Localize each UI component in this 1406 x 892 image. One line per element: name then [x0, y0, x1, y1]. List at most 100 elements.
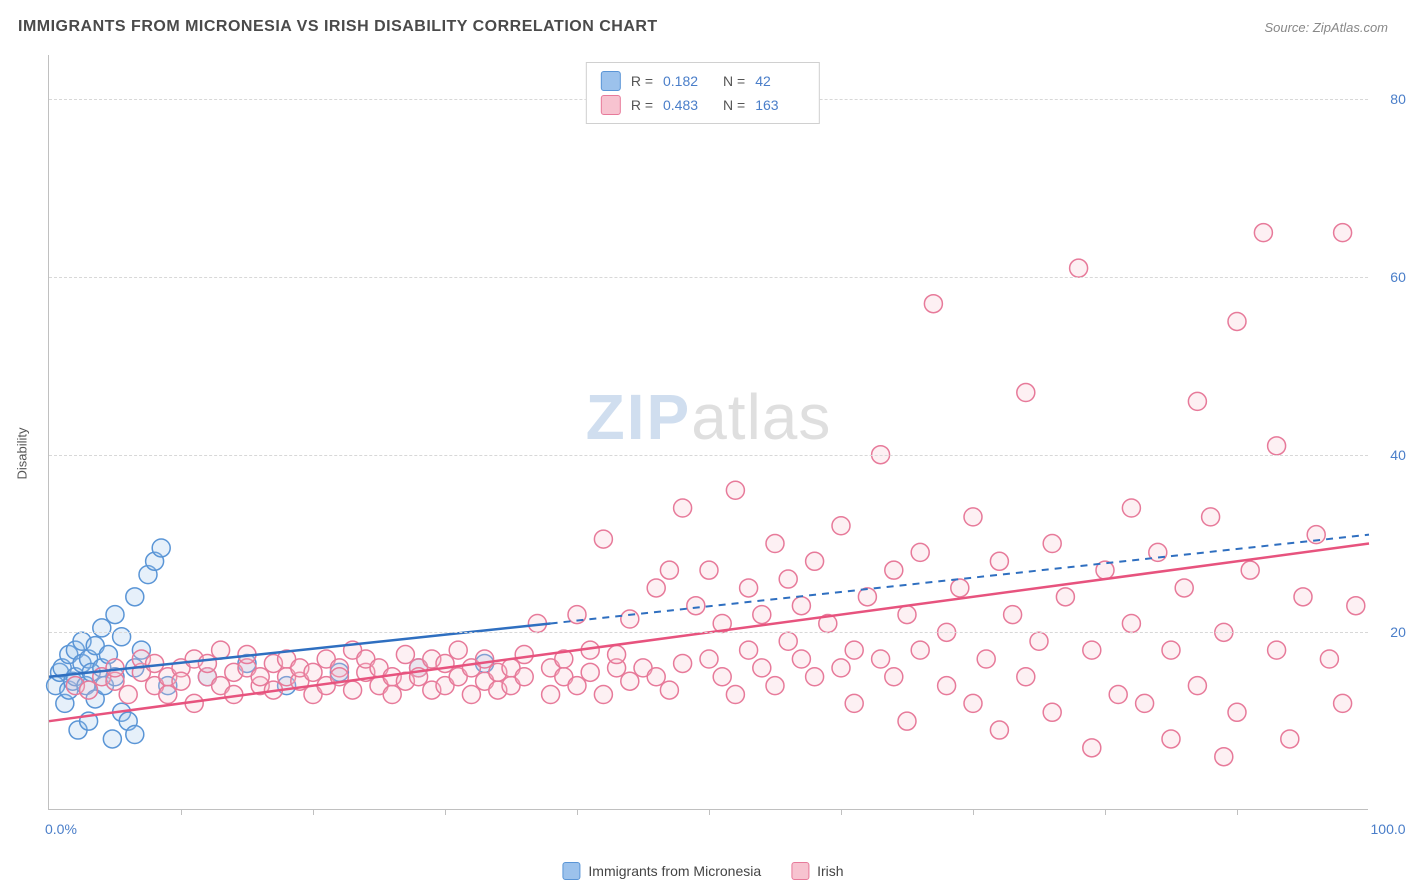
scatter-point	[700, 561, 718, 579]
scatter-point	[713, 668, 731, 686]
stats-row: R = 0.182 N = 42	[601, 69, 805, 93]
scatter-point	[106, 606, 124, 624]
scatter-point	[515, 668, 533, 686]
x-axis-max-label: 100.0%	[1371, 821, 1406, 837]
scatter-point	[1043, 703, 1061, 721]
scatter-point	[1228, 312, 1246, 330]
n-label: N =	[723, 73, 745, 89]
scatter-point	[964, 694, 982, 712]
scatter-point	[476, 650, 494, 668]
scatter-point	[806, 668, 824, 686]
scatter-point	[568, 677, 586, 695]
legend-label: Irish	[817, 863, 843, 879]
r-value: 0.483	[663, 97, 713, 113]
scatter-point	[1188, 677, 1206, 695]
y-tick-label: 40.0%	[1390, 447, 1406, 463]
chart-title: IMMIGRANTS FROM MICRONESIA VS IRISH DISA…	[18, 18, 658, 36]
scatter-point	[152, 539, 170, 557]
scatter-point	[581, 663, 599, 681]
scatter-point	[103, 730, 121, 748]
scatter-point	[964, 508, 982, 526]
scatter-point	[898, 712, 916, 730]
scatter-point	[113, 628, 131, 646]
scatter-point	[396, 646, 414, 664]
scatter-point	[1017, 384, 1035, 402]
scatter-point	[674, 499, 692, 517]
scatter-point	[515, 646, 533, 664]
scatter-point	[885, 668, 903, 686]
r-value: 0.182	[663, 73, 713, 89]
scatter-point	[1083, 739, 1101, 757]
scatter-point	[647, 668, 665, 686]
scatter-point	[462, 686, 480, 704]
chart-svg	[49, 55, 1368, 809]
scatter-point	[1334, 224, 1352, 242]
scatter-point	[594, 530, 612, 548]
scatter-point	[621, 610, 639, 628]
scatter-point	[792, 597, 810, 615]
scatter-point	[1268, 437, 1286, 455]
n-value: 163	[755, 97, 805, 113]
scatter-point	[1122, 614, 1140, 632]
x-tick	[1237, 809, 1238, 815]
scatter-point	[251, 668, 269, 686]
scatter-point	[1254, 224, 1272, 242]
scatter-point	[779, 632, 797, 650]
scatter-point	[1268, 641, 1286, 659]
scatter-point	[726, 481, 744, 499]
scatter-point	[687, 597, 705, 615]
scatter-point	[1043, 535, 1061, 553]
scatter-point	[1162, 730, 1180, 748]
scatter-point	[1083, 641, 1101, 659]
scatter-point	[172, 672, 190, 690]
n-value: 42	[755, 73, 805, 89]
scatter-point	[198, 654, 216, 672]
scatter-point	[951, 579, 969, 597]
x-tick	[841, 809, 842, 815]
scatter-point	[832, 659, 850, 677]
series-swatch	[601, 71, 621, 91]
scatter-point	[1320, 650, 1338, 668]
scatter-point	[845, 641, 863, 659]
scatter-point	[990, 552, 1008, 570]
scatter-point	[924, 295, 942, 313]
scatter-point	[1109, 686, 1127, 704]
x-tick	[445, 809, 446, 815]
scatter-point	[1334, 694, 1352, 712]
scatter-point	[766, 677, 784, 695]
scatter-point	[1070, 259, 1088, 277]
scatter-point	[872, 650, 890, 668]
scatter-point	[119, 686, 137, 704]
x-tick	[313, 809, 314, 815]
scatter-point	[1228, 703, 1246, 721]
x-tick	[1105, 809, 1106, 815]
x-tick	[973, 809, 974, 815]
scatter-point	[898, 606, 916, 624]
scatter-point	[977, 650, 995, 668]
stats-row: R =0.483N =163	[601, 93, 805, 117]
y-axis-title: Disability	[15, 427, 30, 479]
scatter-point	[911, 543, 929, 561]
scatter-point	[621, 672, 639, 690]
scatter-point	[146, 654, 164, 672]
scatter-point	[304, 663, 322, 681]
y-tick-label: 80.0%	[1390, 91, 1406, 107]
stats-legend-box: R = 0.182 N = 42 R =0.483N =163	[586, 62, 820, 124]
scatter-point	[126, 726, 144, 744]
gridline-h	[49, 455, 1368, 456]
y-tick-label: 20.0%	[1390, 624, 1406, 640]
gridline-h	[49, 632, 1368, 633]
scatter-point	[1175, 579, 1193, 597]
legend-swatch	[562, 862, 580, 880]
scatter-point	[792, 650, 810, 668]
scatter-point	[1136, 694, 1154, 712]
scatter-point	[80, 681, 98, 699]
scatter-point	[449, 641, 467, 659]
scatter-point	[647, 579, 665, 597]
x-tick	[181, 809, 182, 815]
scatter-point	[1056, 588, 1074, 606]
r-label: R =	[631, 73, 653, 89]
scatter-point	[726, 686, 744, 704]
scatter-point	[383, 686, 401, 704]
scatter-point	[660, 561, 678, 579]
